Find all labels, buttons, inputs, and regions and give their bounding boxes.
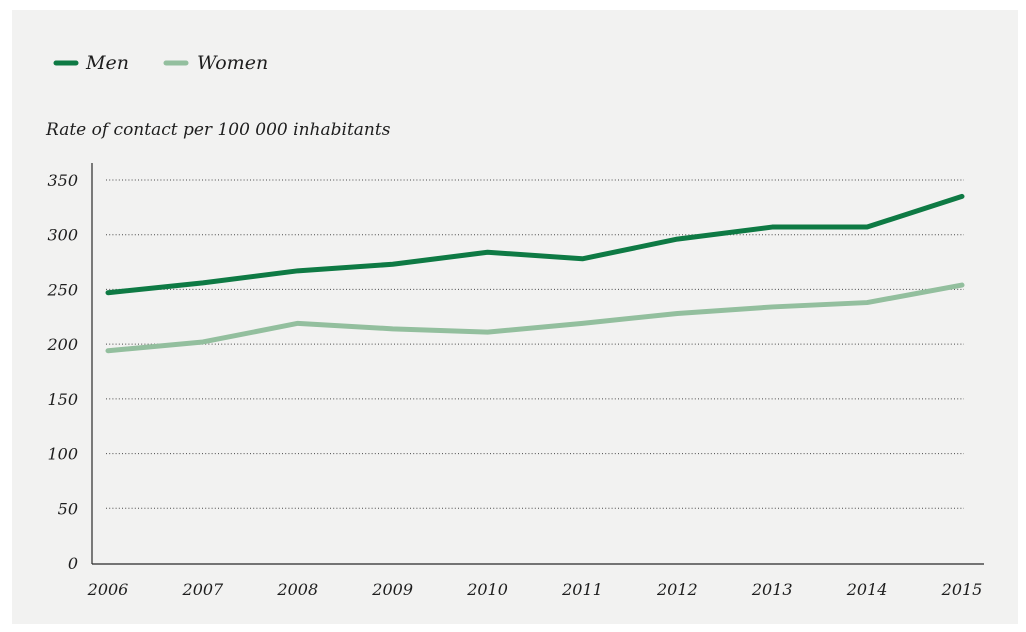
- y-tick-100: 100: [47, 445, 78, 464]
- series-line-women: [105, 282, 965, 354]
- legend: Men Women: [53, 52, 268, 74]
- gridlines: [106, 179, 964, 509]
- x-tick-2008: 2008: [276, 580, 318, 599]
- x-tick-2010: 2010: [466, 580, 508, 599]
- y-tick-300: 300: [47, 226, 78, 245]
- y-tick-200: 200: [46, 335, 78, 354]
- y-tick-labels: 0 50 100 150 200 250 300 350: [46, 171, 78, 573]
- x-tick-2014: 2014: [846, 580, 888, 599]
- y-axis-label: Rate of contact per 100 000 inhabitants: [45, 120, 391, 140]
- x-tick-2015: 2015: [941, 580, 983, 599]
- x-tick-2011: 2011: [561, 580, 603, 599]
- legend-label-women: Women: [197, 52, 268, 74]
- series-line-men: [105, 193, 965, 296]
- x-tick-2009: 2009: [371, 580, 413, 599]
- x-tick-2012: 2012: [656, 580, 698, 599]
- y-tick-50: 50: [58, 499, 78, 518]
- x-tick-labels: 2006 2007 2008 2009 2010 2011 2012 2013 2014 2015: [87, 580, 983, 599]
- y-tick-0: 0: [68, 554, 78, 573]
- x-tick-2006: 2006: [87, 580, 129, 599]
- y-tick-150: 150: [47, 390, 78, 409]
- series-lines: [105, 193, 965, 354]
- legend-label-men: Men: [85, 52, 129, 74]
- x-tick-2013: 2013: [751, 580, 793, 599]
- y-tick-350: 350: [47, 171, 78, 190]
- y-tick-250: 250: [46, 280, 78, 299]
- x-tick-2007: 2007: [182, 580, 225, 599]
- chart-panel: [12, 10, 1018, 624]
